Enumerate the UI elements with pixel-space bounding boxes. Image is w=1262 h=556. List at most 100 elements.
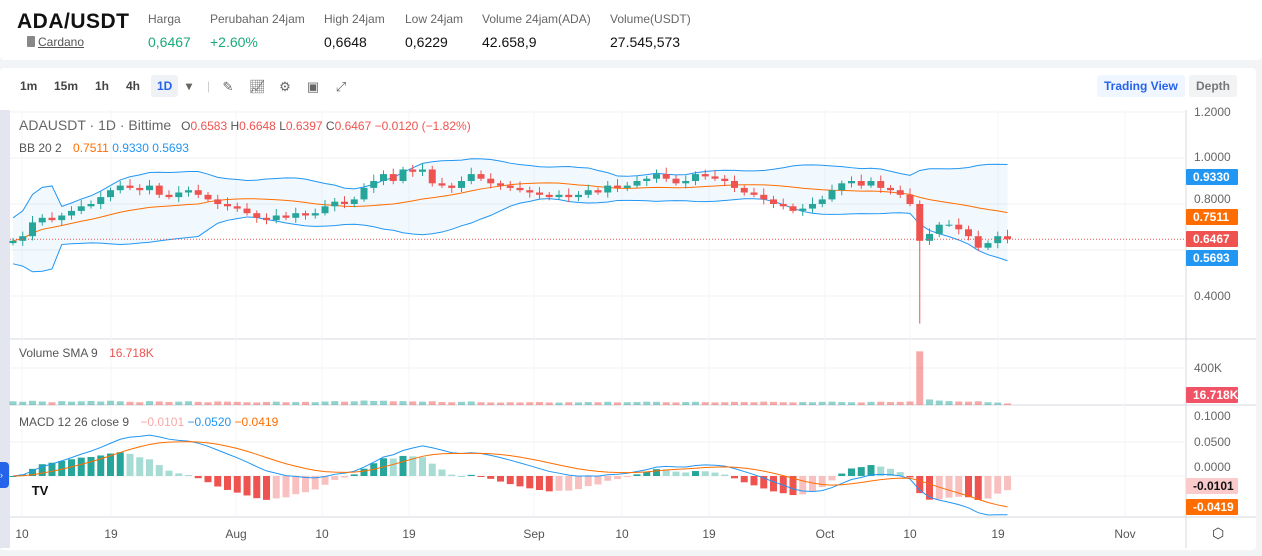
price-tick-label: 0.4000 — [1194, 289, 1231, 303]
settings-icon[interactable]: ⚙ — [279, 79, 291, 94]
volume-bar — [389, 401, 397, 405]
volume-bar — [38, 401, 46, 405]
bb-legend: BB 20 2 0.7511 0.9330 0.5693 — [19, 141, 189, 155]
macd-hist-bar — [584, 476, 592, 487]
macd-hist-bar — [682, 472, 690, 476]
volume-bar — [809, 402, 816, 405]
trading-view-button[interactable]: Trading View — [1097, 75, 1185, 97]
volume-bar — [945, 401, 953, 405]
volume-bar — [682, 402, 690, 405]
volume-bar — [906, 401, 914, 405]
candle-body — [341, 201, 348, 204]
volume-bar — [214, 401, 222, 405]
volume-bar — [97, 401, 105, 405]
volume-bar — [974, 401, 982, 405]
left-gutter — [0, 110, 10, 548]
macd-hist-bar — [828, 476, 836, 481]
macd-hist-bar — [955, 476, 963, 497]
volume-bar — [292, 402, 300, 405]
volume-bar — [935, 400, 943, 405]
stat-4: Volume 24jam(ADA) 42.658,9 — [482, 12, 591, 50]
candle-body — [857, 181, 865, 186]
depth-button[interactable]: Depth — [1189, 75, 1237, 97]
change-value: −0.0120 (−1.82%) — [374, 119, 471, 133]
candle-body — [48, 217, 56, 221]
macd-hist-bar — [926, 476, 933, 500]
candle-body — [779, 204, 787, 207]
draw-icon[interactable]: ✎ — [222, 79, 234, 94]
candle-body — [818, 199, 826, 204]
volume-bar — [116, 401, 124, 405]
macd-hist-bar — [779, 476, 787, 494]
macd-hist-bar — [194, 476, 202, 479]
stat-label: Perubahan 24jam — [210, 12, 305, 26]
candle-body — [799, 208, 807, 211]
volume-bar — [926, 399, 933, 405]
volume-bar — [779, 402, 787, 405]
volume-bar — [77, 401, 85, 405]
bb-lower-line — [12, 198, 1008, 273]
indicator-icon[interactable]: 📈︎ — [249, 79, 266, 94]
volume-bar — [604, 401, 612, 405]
macd-hist-bar — [224, 476, 231, 490]
candle-body — [906, 194, 914, 204]
volume-bar — [653, 401, 660, 405]
macd-hist-bar — [1004, 476, 1011, 491]
stat-value: 0,6648 — [324, 34, 367, 50]
candle-body — [945, 224, 953, 226]
chevron-down-icon[interactable]: ▾ — [186, 79, 193, 93]
candle-body — [38, 217, 46, 223]
volume-bar — [789, 402, 797, 405]
volume-bar — [711, 402, 719, 405]
macd-hist-bar — [799, 476, 807, 495]
candle-body — [419, 169, 426, 172]
macd-hist-bar — [965, 476, 972, 498]
timeframe-4h[interactable]: 4h — [126, 79, 141, 93]
timeframe-1D[interactable]: 1D — [151, 75, 179, 97]
volume-bar — [799, 402, 807, 405]
candle-body — [877, 181, 885, 188]
candle-body — [204, 194, 212, 200]
candle-body — [916, 204, 924, 241]
macd-hist-bar — [526, 476, 534, 489]
volume-bar — [487, 402, 495, 405]
macd-hist-bar — [643, 471, 651, 476]
ticker-header: ADA/USDT Cardano Harga 0,6467 Perubahan 24… — [0, 0, 1262, 60]
volume-bar — [409, 401, 417, 405]
macd-line-value: −0.0520 — [187, 415, 232, 429]
volume-bar — [896, 401, 904, 405]
volume-badge-text: 16.718K — [1193, 388, 1239, 402]
candle-body — [721, 178, 729, 181]
candle-body — [107, 190, 114, 198]
macd-hist-bar — [321, 476, 329, 485]
macd-hist-bar — [233, 476, 241, 493]
candle-body — [458, 181, 465, 188]
volume-bar — [984, 402, 992, 405]
chart-settings-icon[interactable]: ⬡ — [1212, 525, 1225, 541]
candle-body — [9, 240, 17, 244]
stat-2: High 24jam 0,6648 — [324, 12, 385, 50]
fullscreen-icon[interactable]: ⤢ — [335, 79, 347, 94]
coin-link[interactable]: Cardano — [38, 35, 85, 49]
volume-bar — [438, 402, 446, 405]
macd-hist-bar — [9, 476, 17, 477]
timeframe-1h[interactable]: 1h — [95, 79, 110, 93]
expand-panel-handle[interactable]: › — [0, 462, 9, 488]
candle-body — [828, 190, 836, 200]
volume-bar — [194, 401, 202, 405]
macd-hist-bar — [165, 470, 173, 476]
macd-hist-bar — [58, 460, 66, 476]
x-tick-label: 10 — [903, 527, 917, 541]
save-icon[interactable]: ▣ — [306, 79, 320, 94]
macd-hist-bar — [263, 476, 270, 500]
timeframe-1m[interactable]: 1m — [20, 79, 38, 93]
candle-body — [594, 190, 602, 193]
last-price-badge — [1186, 231, 1238, 247]
macd-hist-bar — [107, 453, 114, 476]
timeframe-15m[interactable]: 15m — [54, 79, 79, 93]
macd-hist-bar — [126, 453, 134, 476]
candle-body — [614, 185, 621, 188]
macd-hist-bar — [614, 476, 621, 480]
macd-hist-bar — [945, 476, 953, 498]
